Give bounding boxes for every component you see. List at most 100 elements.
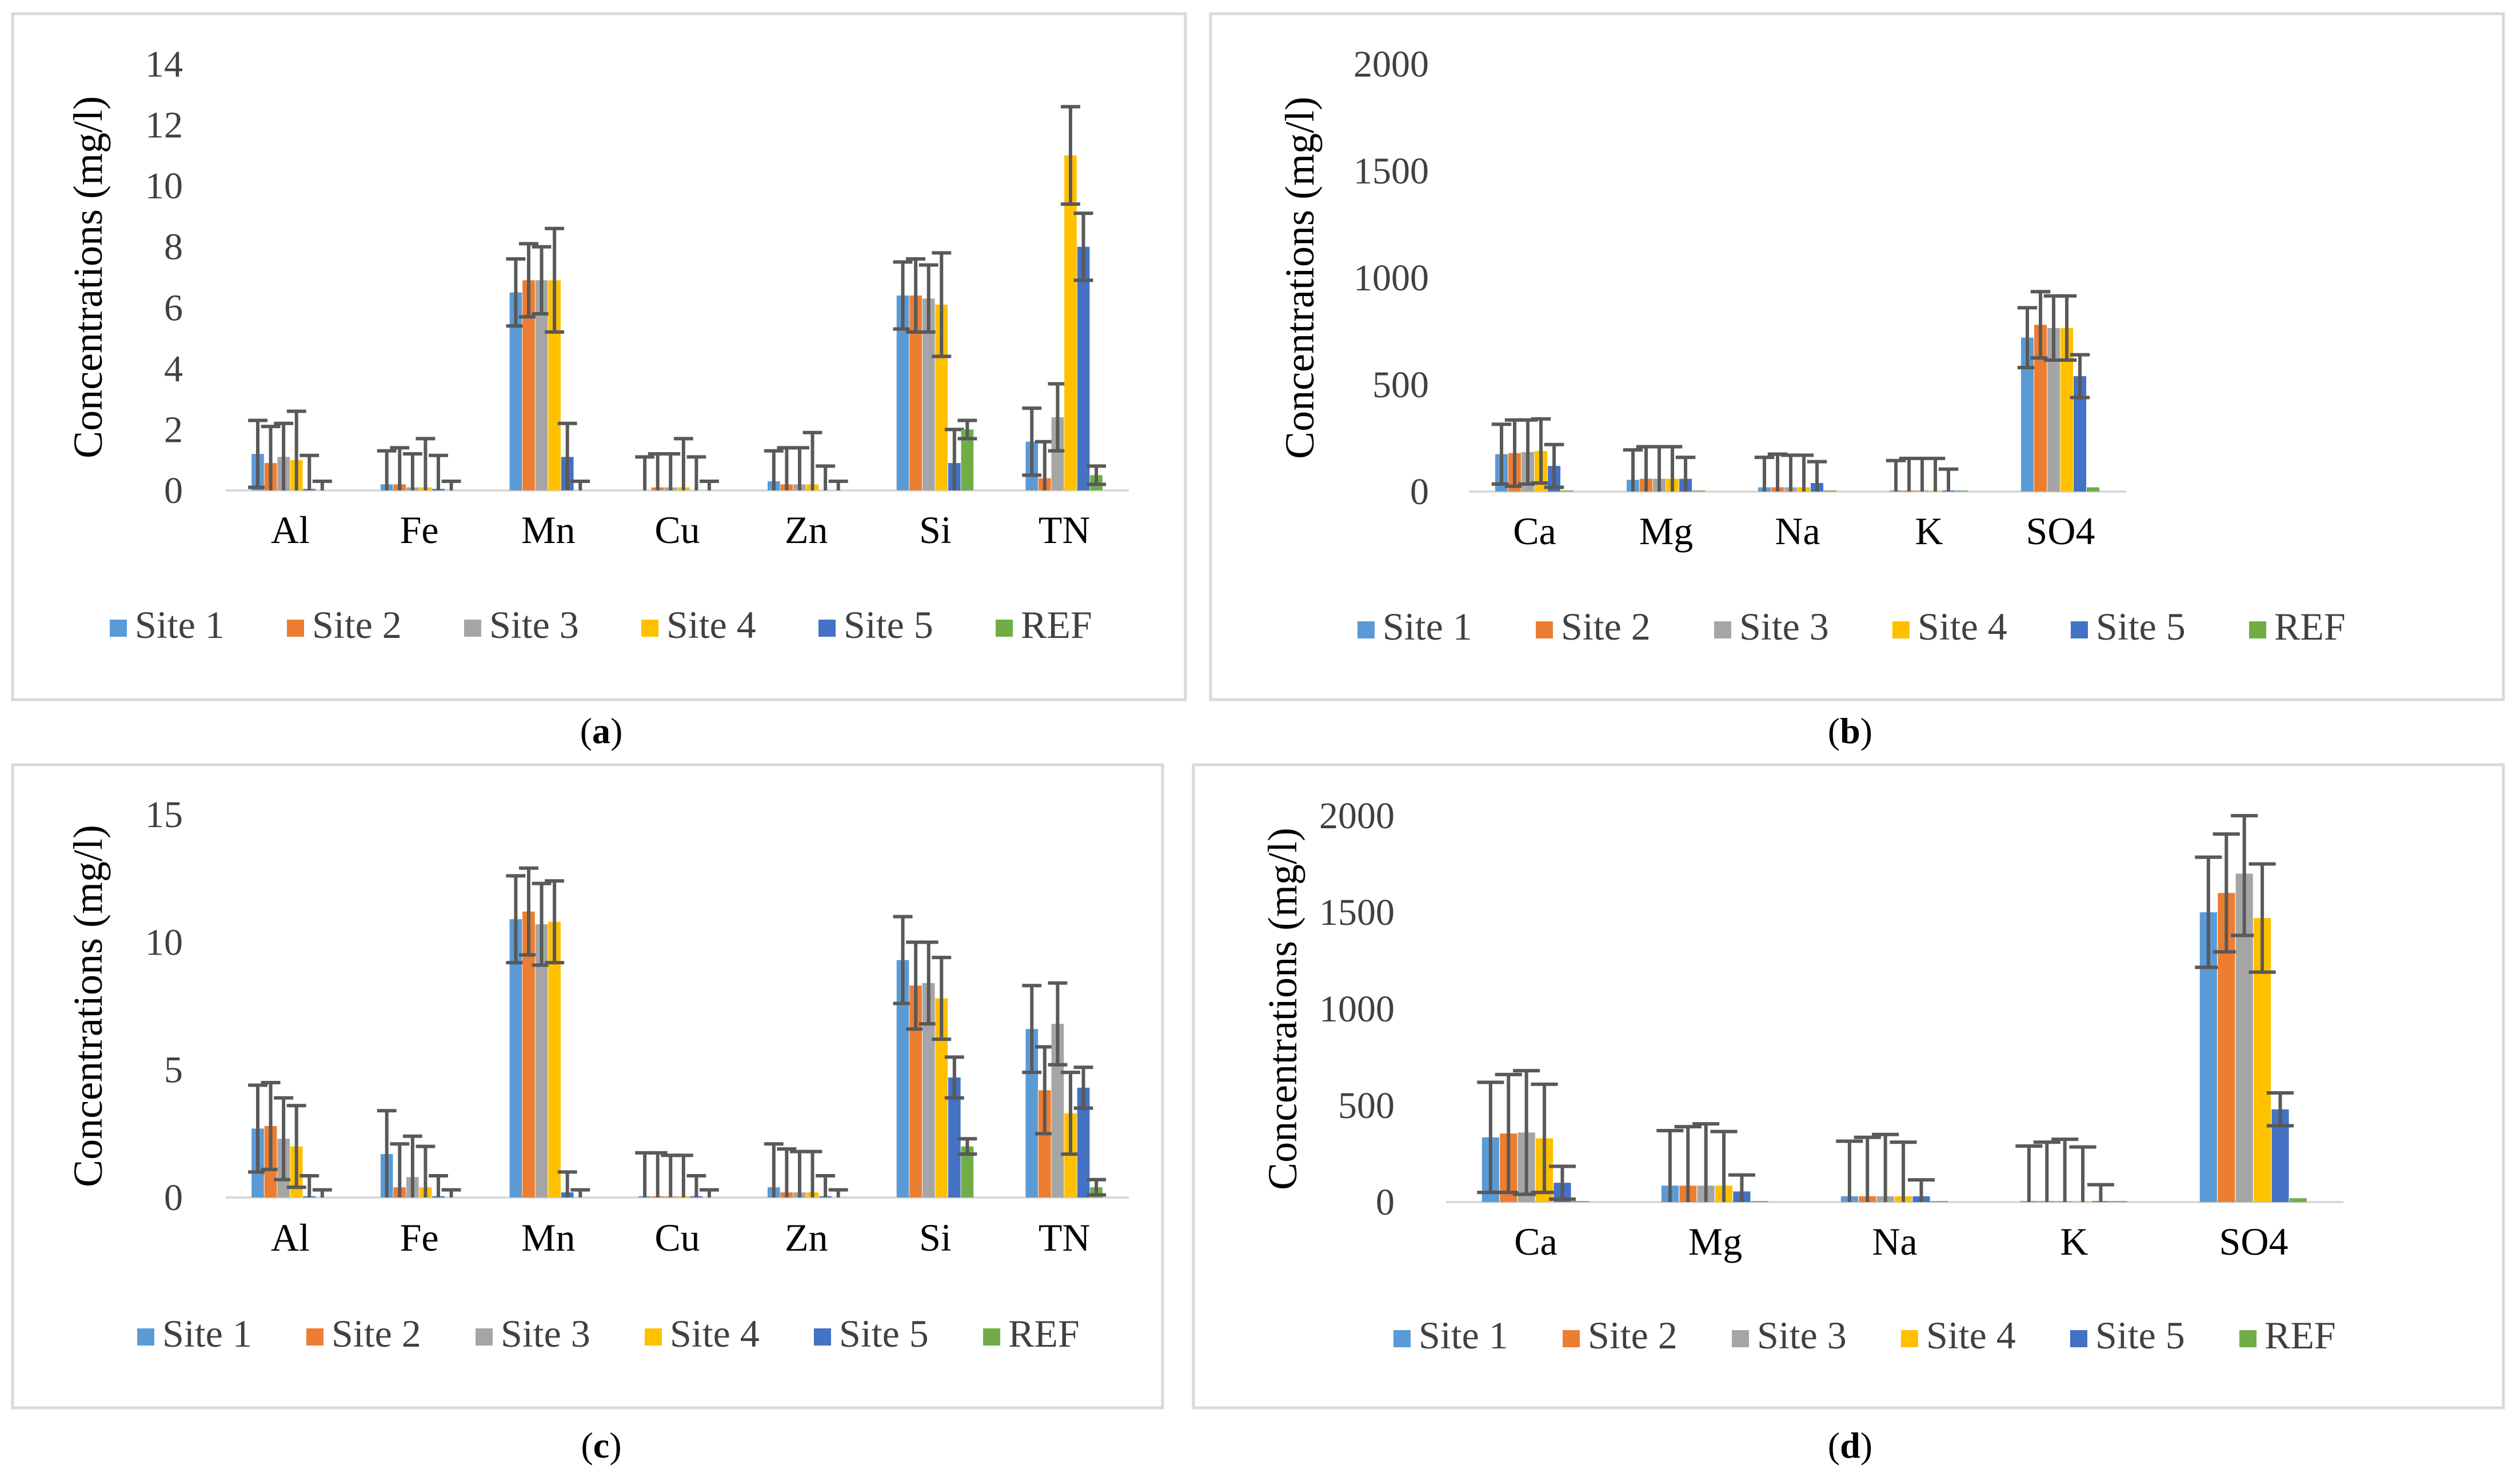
y-tick-label: 15	[145, 794, 183, 836]
legend-swatch-ref	[2239, 1330, 2257, 1347]
y-tick-label: 14	[145, 43, 183, 85]
legend-label-site-3: Site 3	[501, 1312, 590, 1355]
x-tick-label: Mn	[521, 1216, 575, 1259]
legend-swatch-site-2	[1563, 1330, 1580, 1347]
x-tick-label: Na	[1775, 509, 1820, 553]
panel-c-caption: (c)	[581, 1425, 621, 1466]
y-axis-title: Concentrations (mg/l)	[65, 96, 111, 458]
panel-a-frame	[11, 12, 1187, 701]
x-tick-label: Si	[919, 1216, 952, 1259]
y-tick-label: 4	[164, 348, 183, 390]
y-axis-title: Concentrations (mg/l)	[65, 825, 111, 1187]
legend-swatch-site-1	[1393, 1330, 1411, 1347]
bar-ref-so4	[2087, 487, 2100, 492]
bar-ref-so4	[2289, 1198, 2307, 1202]
panel-b: Concentrations (mg/l) 0 500 1000 1500 2000 Ca M…	[1209, 12, 2505, 751]
bar-site-1-si	[896, 960, 909, 1197]
bar-ref-ca	[1561, 490, 1574, 492]
y-tick-label: 2	[164, 409, 183, 450]
panel-c-plot: Concentrations (mg/l) 0 5 10 15 Al Fe Mn Cu Zn Si T…	[65, 794, 1129, 1355]
x-tick-label: Ca	[1513, 509, 1556, 553]
bar-site-3-so4	[2047, 328, 2060, 492]
x-tick-label: Cu	[654, 1216, 700, 1259]
bar-ref-si	[961, 429, 974, 490]
bar-site-2-mn	[522, 280, 535, 490]
panel-b-caption: (b)	[1828, 710, 1872, 751]
legend-label-site-1: Site 1	[162, 1312, 252, 1355]
y-tick-label: 10	[145, 921, 183, 963]
legend-swatch-site-5	[814, 1328, 831, 1346]
legend-swatch-site-4	[1901, 1330, 1918, 1347]
x-tick-label: Mg	[1688, 1220, 1742, 1263]
legend-label-site-4: Site 4	[1926, 1314, 2016, 1357]
y-tick-label: 0	[1376, 1181, 1395, 1223]
bar-site-2-tn	[1039, 1090, 1051, 1197]
legend-swatch-site-1	[137, 1328, 154, 1346]
bar-site-3-tn	[1051, 417, 1064, 490]
bar-site-1-mn	[509, 292, 522, 490]
y-tick-label: 0	[164, 1177, 183, 1219]
panel-d-frame	[1192, 763, 2505, 1410]
legend-swatch-ref	[996, 620, 1013, 637]
bar-site-3-mn	[535, 924, 548, 1197]
x-tick-label: SO4	[2026, 509, 2095, 553]
bar-site-2-mn	[522, 911, 535, 1197]
legend-label-site-5: Site 5	[844, 603, 933, 646]
legend-label-site-2: Site 2	[312, 603, 402, 646]
panel-a-caption-letter: a	[592, 710, 610, 751]
bar-ref-si	[961, 1146, 974, 1197]
legend-swatch-site-4	[641, 620, 658, 637]
bar-site-4-so4	[2060, 328, 2074, 492]
panel-c-frame	[11, 763, 1164, 1410]
y-tick-label: 500	[1338, 1085, 1395, 1127]
legend-label-site-2: Site 2	[1561, 605, 1651, 648]
panel-a-plot: Concentrations (mg/l) 0 2 4 6 8 10 12 14 Al Fe Mn Cu…	[65, 43, 1129, 646]
bar-site-1-si	[896, 295, 909, 490]
legend-swatch-site-2	[306, 1328, 324, 1346]
panel-b-caption-letter: b	[1840, 710, 1860, 751]
x-tick-label: TN	[1039, 1216, 1091, 1259]
legend-label-site-4: Site 4	[1918, 605, 2007, 648]
legend-label-site-1: Site 1	[1419, 1314, 1508, 1357]
x-tick-label: Si	[919, 508, 952, 552]
bar-site-4-mn	[548, 921, 561, 1197]
legend-label-site-3: Site 3	[1757, 1314, 1847, 1357]
panel-b-plot: Concentrations (mg/l) 0 500 1000 1500 2000 Ca M…	[1277, 43, 2346, 648]
legend-swatch-site-3	[1732, 1330, 1749, 1347]
legend-swatch-site-1	[110, 620, 127, 637]
legend-swatch-site-3	[1714, 621, 1731, 638]
x-tick-label: Fe	[400, 508, 439, 552]
legend-swatch-ref	[2249, 621, 2266, 638]
y-tick-label: 8	[164, 226, 183, 268]
bar-site-5-tn	[1077, 1087, 1090, 1197]
legend-label-site-5: Site 5	[2095, 1314, 2185, 1357]
x-tick-label: Al	[271, 508, 310, 552]
x-tick-label: Mn	[521, 508, 575, 552]
x-tick-label: Al	[271, 1216, 310, 1259]
x-tick-label: SO4	[2219, 1220, 2289, 1263]
bar-ref-mg	[1751, 1201, 1768, 1202]
legend-label-ref: REF	[2265, 1314, 2336, 1357]
x-tick-label: Na	[1872, 1220, 1917, 1263]
legend-swatch-site-4	[645, 1328, 662, 1346]
bar-site-1-mn	[509, 919, 522, 1197]
y-tick-label: 2000	[1353, 43, 1429, 85]
bar-site-5-so4	[2074, 376, 2087, 492]
y-tick-label: 5	[164, 1049, 183, 1091]
y-axis-title: Concentrations (mg/l)	[1260, 828, 1305, 1190]
legend-swatch-site-5	[818, 620, 836, 637]
bar-site-3-mn	[535, 280, 548, 490]
bar-ref-na	[1824, 490, 1837, 492]
y-axis-title: Concentrations (mg/l)	[1277, 97, 1323, 459]
panel-b-frame	[1209, 12, 2505, 701]
panel-d-caption-letter: d	[1840, 1425, 1860, 1466]
x-tick-label: Mg	[1639, 509, 1693, 553]
x-tick-label: Zn	[785, 508, 828, 552]
y-tick-label: 2000	[1319, 795, 1395, 837]
legend-swatch-site-3	[464, 620, 481, 637]
legend-label-site-4: Site 4	[666, 603, 756, 646]
bar-site-3-si	[922, 983, 935, 1197]
panel-a-caption: (a)	[580, 710, 623, 751]
legend-label-site-3: Site 3	[489, 603, 579, 646]
